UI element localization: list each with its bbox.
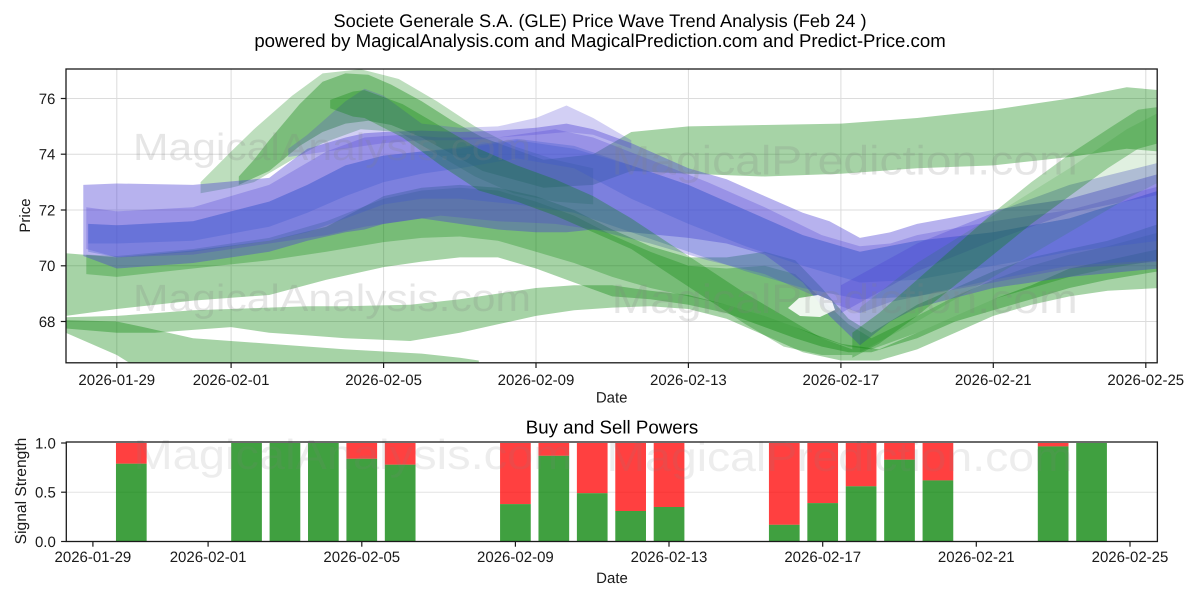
svg-text:70: 70	[39, 258, 56, 275]
svg-text:2026-02-01: 2026-02-01	[193, 372, 270, 389]
svg-text:2026-02-13: 2026-02-13	[631, 549, 708, 566]
svg-text:MagicalPrediction.com: MagicalPrediction.com	[607, 434, 1073, 480]
svg-text:Signal Strength: Signal Strength	[13, 438, 30, 545]
svg-text:2026-01-29: 2026-01-29	[78, 372, 155, 389]
svg-text:2026-01-29: 2026-01-29	[55, 549, 132, 566]
svg-text:1.0: 1.0	[35, 435, 56, 452]
svg-text:MagicalAnalysis.com: MagicalAnalysis.com	[133, 127, 531, 169]
svg-text:2026-02-09: 2026-02-09	[477, 549, 554, 566]
svg-text:0.5: 0.5	[35, 485, 56, 502]
svg-text:2026-02-21: 2026-02-21	[938, 549, 1015, 566]
svg-text:0.0: 0.0	[35, 534, 56, 551]
svg-text:Societe Generale S.A. (GLE) Pr: Societe Generale S.A. (GLE) Price Wave T…	[333, 11, 866, 31]
svg-text:MagicalPrediction.com: MagicalPrediction.com	[612, 138, 1078, 184]
svg-text:Price: Price	[17, 198, 34, 232]
svg-text:2026-02-05: 2026-02-05	[345, 372, 422, 389]
svg-text:72: 72	[39, 202, 56, 219]
svg-text:2026-02-17: 2026-02-17	[784, 549, 861, 566]
svg-text:2026-02-25: 2026-02-25	[1092, 549, 1169, 566]
svg-text:2026-02-21: 2026-02-21	[955, 372, 1032, 389]
svg-text:powered by MagicalAnalysis.com: powered by MagicalAnalysis.com and Magic…	[254, 30, 945, 51]
svg-text:2026-02-17: 2026-02-17	[803, 372, 880, 389]
svg-text:MagicalAnalysis.com: MagicalAnalysis.com	[134, 431, 573, 478]
svg-text:MagicalAnalysis.com: MagicalAnalysis.com	[133, 278, 531, 320]
svg-text:Date: Date	[596, 390, 628, 407]
svg-text:2026-02-01: 2026-02-01	[170, 549, 247, 566]
svg-text:MagicalPrediction.com: MagicalPrediction.com	[612, 276, 1078, 322]
svg-text:Buy and Sell Powers: Buy and Sell Powers	[526, 417, 698, 438]
svg-text:76: 76	[39, 91, 56, 108]
svg-text:2026-02-13: 2026-02-13	[650, 372, 727, 389]
svg-text:Date: Date	[596, 570, 628, 587]
svg-text:2026-02-05: 2026-02-05	[323, 549, 400, 566]
svg-text:2026-02-25: 2026-02-25	[1107, 372, 1184, 389]
svg-text:74: 74	[39, 147, 56, 164]
svg-text:2026-02-09: 2026-02-09	[498, 372, 575, 389]
svg-text:68: 68	[39, 314, 56, 331]
